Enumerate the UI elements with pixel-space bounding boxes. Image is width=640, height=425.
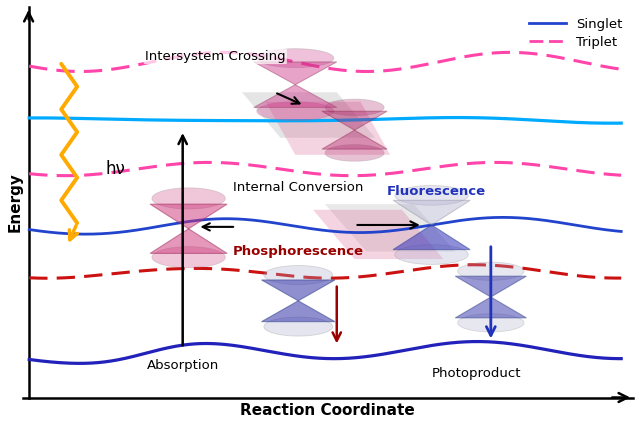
Polygon shape — [322, 111, 387, 130]
Text: Fluorescence: Fluorescence — [387, 184, 486, 198]
Polygon shape — [257, 48, 334, 68]
Polygon shape — [264, 317, 333, 336]
Polygon shape — [395, 245, 468, 264]
Polygon shape — [393, 225, 470, 249]
Text: Intersystem Crossing: Intersystem Crossing — [145, 50, 285, 63]
Polygon shape — [393, 200, 470, 225]
Polygon shape — [152, 188, 225, 209]
Legend: Singlet, Triplet: Singlet, Triplet — [525, 14, 627, 53]
Polygon shape — [264, 266, 333, 284]
Polygon shape — [455, 276, 526, 297]
Polygon shape — [325, 204, 455, 252]
Polygon shape — [150, 204, 227, 229]
Text: Phosphorescence: Phosphorescence — [233, 245, 364, 258]
Polygon shape — [266, 102, 390, 155]
Polygon shape — [257, 102, 334, 121]
Polygon shape — [325, 99, 384, 116]
Y-axis label: Energy: Energy — [8, 172, 23, 232]
Polygon shape — [458, 314, 524, 332]
Polygon shape — [152, 246, 225, 268]
Polygon shape — [254, 85, 337, 108]
Text: Photoproduct: Photoproduct — [431, 367, 521, 380]
Polygon shape — [262, 280, 335, 301]
Text: Absorption: Absorption — [147, 359, 220, 372]
Polygon shape — [242, 92, 375, 138]
Polygon shape — [455, 297, 526, 318]
X-axis label: Reaction Coordinate: Reaction Coordinate — [241, 403, 415, 418]
Polygon shape — [254, 62, 337, 85]
Polygon shape — [322, 130, 387, 149]
Polygon shape — [325, 144, 384, 161]
Polygon shape — [262, 301, 335, 322]
Polygon shape — [395, 186, 468, 205]
Text: hν: hν — [106, 160, 125, 178]
Text: Internal Conversion: Internal Conversion — [233, 181, 364, 193]
Polygon shape — [458, 262, 524, 281]
Polygon shape — [150, 229, 227, 253]
Polygon shape — [313, 210, 444, 259]
